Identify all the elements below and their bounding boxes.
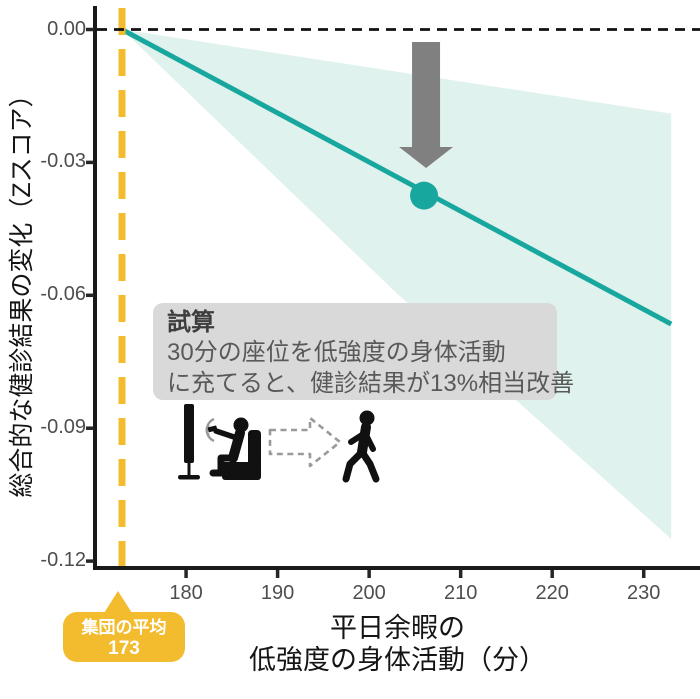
estimate-title: 試算	[167, 309, 215, 336]
x-tick-label: 210	[443, 582, 478, 604]
trend-line	[120, 27, 673, 327]
down-arrow-icon	[412, 42, 441, 147]
y-tick-label: 0.00	[47, 17, 86, 40]
down-arrow-icon-head	[399, 147, 454, 168]
estimate-annotation-box: 試算 30分の座位を低強度の身体活動 に充てると、健診結果が13%相当改善	[153, 303, 575, 400]
mean-callout-value: 173	[108, 638, 140, 659]
x-tick-label: 230	[627, 582, 661, 604]
tv-icon	[178, 404, 200, 480]
estimate-line1: 30分の座位を低強度の身体活動	[167, 339, 506, 366]
person-walking-icon	[342, 410, 380, 483]
y-tick-label: -0.12	[40, 549, 86, 572]
mean-callout-label: 集団の平均	[81, 618, 167, 637]
estimate-line2: に充てると、健診結果が13%相当改善	[167, 370, 575, 397]
callout-pointer	[104, 591, 132, 613]
icons-strip	[178, 404, 380, 483]
mean-callout: 集団の平均 173	[63, 591, 185, 662]
dashed-right-arrow-icon	[268, 416, 342, 468]
y-tick-label: -0.03	[40, 150, 86, 173]
highlight-point	[410, 181, 439, 210]
person-sitting-watching-tv-icon	[207, 417, 261, 480]
remote-signal-icon	[205, 417, 215, 443]
x-tick-label: 190	[260, 582, 295, 604]
x-axis-title-line1: 平日余暇の	[330, 613, 465, 643]
x-tick-label: 220	[535, 582, 569, 604]
x-axis-title: 平日余暇の 低強度の身体活動（分）	[95, 612, 700, 676]
y-tick-label: -0.06	[40, 283, 86, 306]
x-tick-label: 180	[169, 582, 203, 604]
x-axis-title-line2: 低強度の身体活動（分）	[249, 645, 546, 675]
y-tick-label: -0.09	[40, 416, 86, 439]
x-tick-label: 200	[352, 582, 386, 604]
confidence-band	[122, 29, 672, 539]
